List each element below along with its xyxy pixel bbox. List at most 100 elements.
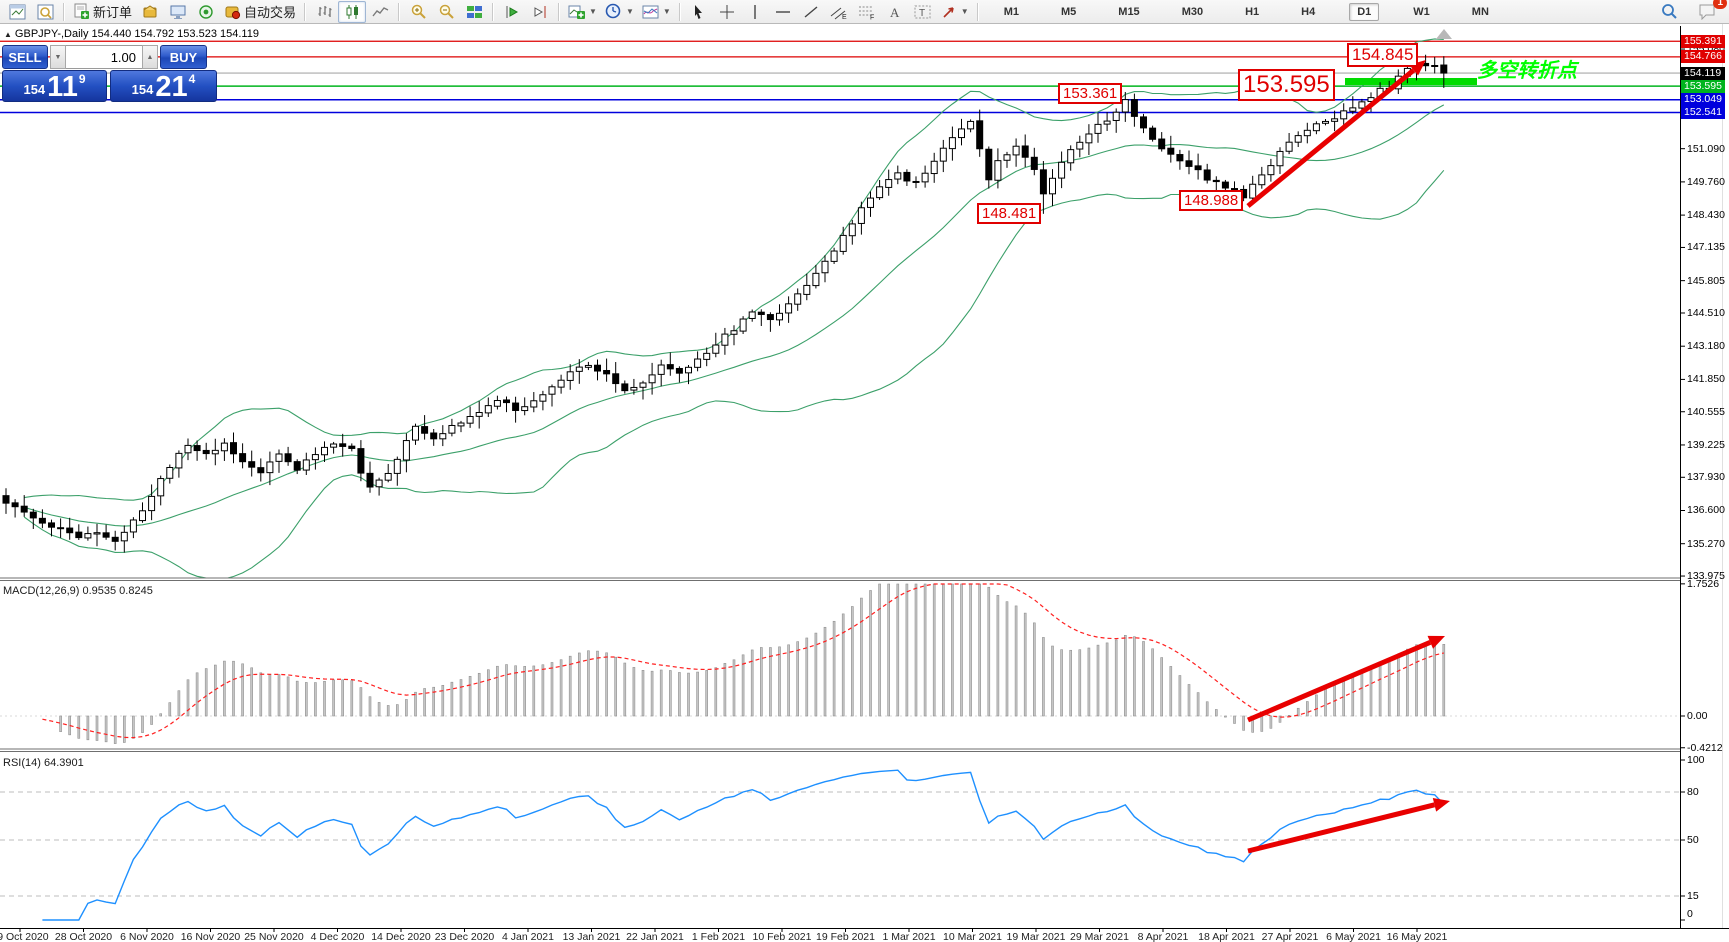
price-annotation-label[interactable]: 154.845 [1347, 43, 1419, 67]
crosshair-button[interactable] [713, 1, 741, 23]
toolbar-separator [492, 2, 495, 21]
fibonacci-icon: F [858, 4, 876, 21]
chart-shift-button[interactable] [526, 1, 554, 23]
timeframe-M15-button[interactable]: M15 [1110, 3, 1147, 21]
svg-text:T: T [919, 8, 925, 19]
timeframe-D1-button[interactable]: D1 [1349, 2, 1380, 21]
button-label: M30 [1181, 5, 1204, 18]
data-window-button[interactable] [31, 1, 59, 23]
indicators-icon [568, 3, 586, 20]
timeframe-H4-button[interactable]: H4 [1293, 3, 1323, 21]
sell-button[interactable]: SELL [2, 45, 48, 69]
tile-windows-button[interactable] [460, 1, 488, 23]
mql-community-icon [198, 4, 215, 20]
price-tick-label: 141.850 [1687, 373, 1725, 386]
new-order-button[interactable]: 新订单 [69, 1, 136, 23]
volume-decrease-button[interactable]: ▼ [50, 45, 66, 69]
timeframe-H1-button[interactable]: H1 [1237, 3, 1267, 21]
chart-shift-marker-icon[interactable] [1436, 29, 1452, 39]
macd-scale-label: 1.7526 [1687, 577, 1720, 590]
text-button[interactable]: A [881, 1, 909, 23]
mql-community-button[interactable] [192, 1, 220, 23]
terminal-icon [170, 4, 187, 20]
date-label: 22 Jan 2021 [626, 931, 684, 942]
metaquotes-button[interactable] [136, 1, 164, 23]
dropdown-arrow-icon[interactable]: ▼ [662, 7, 671, 16]
buy-price[interactable]: 154 21 4 [110, 70, 217, 102]
trendline-button[interactable] [797, 1, 825, 23]
arrows-icon [941, 4, 957, 20]
price-annotation-label[interactable]: 148.481 [977, 203, 1042, 225]
zoom-in-button[interactable] [404, 1, 432, 23]
chat-button[interactable]: 1 [1693, 0, 1727, 23]
chart-window-button[interactable] [3, 1, 31, 23]
dropdown-arrow-icon[interactable]: ▼ [589, 7, 597, 16]
volume-increase-button[interactable]: ▲ [142, 45, 158, 69]
text-label-icon: T [914, 4, 932, 20]
zoom-in-icon [410, 3, 427, 20]
timeframe-M5-button[interactable]: M5 [1053, 3, 1084, 21]
fibonacci-button[interactable]: F [853, 1, 881, 23]
button-label: MN [1471, 5, 1489, 18]
button-label: H1 [1245, 5, 1260, 18]
bars-chart-icon [316, 4, 333, 20]
crosshair-icon [719, 4, 735, 20]
collapse-triangle-icon[interactable]: ▲ [4, 30, 12, 39]
search-button[interactable] [1655, 1, 1683, 23]
rsi-scale-label: 15 [1687, 890, 1699, 902]
indicators-button[interactable]: ▼ [564, 1, 601, 23]
auto-scroll-button[interactable] [498, 1, 526, 23]
trend-arrows[interactable] [1246, 60, 1450, 854]
terminal-button[interactable] [164, 1, 192, 23]
date-label: 23 Dec 2020 [434, 931, 495, 942]
date-label: 8 Apr 2021 [1137, 931, 1189, 942]
dropdown-arrow-icon[interactable]: ▼ [960, 7, 969, 16]
button-label: M15 [1118, 5, 1140, 18]
rsi-indicator-label: RSI(14) 64.3901 [3, 757, 84, 769]
arrows-button[interactable]: ▼ [937, 1, 973, 23]
price-tick-label: 140.555 [1687, 405, 1725, 418]
rsi-name: RSI(14) [3, 757, 41, 769]
periods-button[interactable]: ▼ [601, 1, 638, 23]
toolbar-group-shift [498, 1, 554, 23]
cursor-button[interactable] [685, 1, 713, 23]
sell-price[interactable]: 154 11 9 [2, 70, 107, 102]
timeframe-M1-button[interactable]: M1 [996, 3, 1027, 21]
bars-chart-button[interactable] [310, 1, 338, 23]
dropdown-arrow-icon[interactable]: ▼ [625, 7, 634, 16]
text-icon: A [888, 4, 902, 20]
date-label: 25 Nov 2020 [244, 931, 304, 942]
price-axis-tag: 155.391 [1681, 34, 1725, 48]
price-axis-tag: 152.541 [1681, 105, 1725, 119]
timeframe-M30-button[interactable]: M30 [1174, 3, 1211, 21]
autotrading-button[interactable]: 自动交易 [220, 1, 300, 23]
zoom-out-button[interactable] [432, 1, 460, 23]
price-annotation-label[interactable]: 153.361 [1058, 83, 1123, 105]
candles-chart-button[interactable] [338, 0, 367, 23]
price-ticks [1680, 48, 1685, 921]
trendline-icon [803, 4, 819, 20]
timeframe-MN-button[interactable]: MN [1464, 3, 1497, 21]
chinese-note-text[interactable]: 多空转折点 [1477, 60, 1577, 82]
text-label-button[interactable]: T [909, 1, 937, 23]
equidistant-channel-button[interactable]: E [825, 1, 853, 23]
price-tick-label: 147.135 [1687, 241, 1725, 254]
svg-text:A: A [890, 5, 900, 20]
price-axis-tag: 153.595 [1681, 79, 1725, 93]
buy-button[interactable]: BUY [160, 45, 207, 69]
price-tick-label: 144.510 [1687, 306, 1725, 319]
price-annotation-label[interactable]: 148.988 [1179, 190, 1244, 212]
horizontal-line-button[interactable] [769, 1, 797, 23]
volume-input[interactable] [66, 45, 142, 69]
templates-button[interactable]: ▼ [638, 1, 675, 23]
symbol-ohlc-header: ▲ GBPJPY-,Daily 154.440 154.792 153.523 1… [4, 28, 259, 40]
button-label: 新订单 [93, 5, 133, 20]
date-label: 13 Jan 2021 [562, 931, 621, 942]
price-tick-label: 137.930 [1687, 471, 1725, 484]
price-annotation-label[interactable]: 153.595 [1238, 69, 1335, 101]
line-chart-button[interactable] [366, 1, 394, 23]
vertical-line-button[interactable] [741, 1, 769, 23]
timeframe-W1-button[interactable]: W1 [1405, 3, 1438, 21]
